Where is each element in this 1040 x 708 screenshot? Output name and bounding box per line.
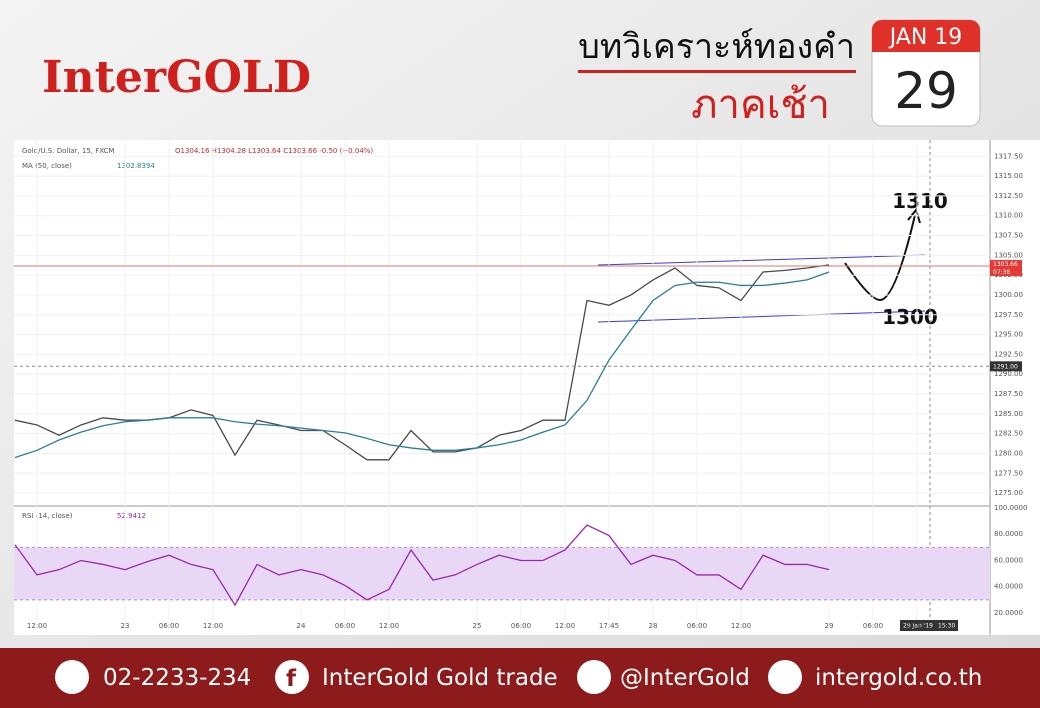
x-tick-label: 06:00 — [335, 622, 355, 630]
y-tick-label: 1315.00 — [994, 172, 1023, 180]
x-tick-label: 06:00 — [863, 622, 883, 630]
forecast-arrow — [844, 214, 916, 302]
x-tick-label: 23 — [121, 622, 130, 630]
facebook-icon[interactable] — [275, 660, 309, 694]
y-tick-label: 1307.50 — [994, 232, 1023, 240]
x-tick-label: 06:00 — [159, 622, 179, 630]
y-tick-label: 100.0000 — [994, 504, 1027, 512]
x-tick-label: 12:00 — [379, 622, 399, 630]
y-tick-label: 1300.00 — [994, 291, 1023, 299]
last-price-label: 1303.66 — [993, 261, 1018, 268]
y-tick-label: 1285.00 — [994, 410, 1023, 418]
x-tick-label: 17:45 — [599, 622, 619, 630]
y-tick-label: 1317.50 — [994, 152, 1023, 160]
calendar-top — [872, 20, 980, 52]
arrow-head — [907, 207, 921, 224]
y-tick-label: 1275.00 — [994, 489, 1023, 497]
y-tick-label: 20.0000 — [994, 609, 1023, 617]
crosshair-price-box — [990, 361, 1022, 372]
x-tick-label: 12:00 — [555, 622, 575, 630]
countdown: 07:36 — [993, 269, 1010, 276]
phone: 02-2233-234 — [103, 665, 251, 691]
website: intergold.co.th — [815, 665, 982, 691]
ohlc: O1304.16 H1304.28 L1303.64 C1303.66 -0.5… — [175, 147, 373, 155]
calendar-day: 29 — [894, 62, 958, 120]
footer-contacts: 02-2233-234 f InterGold Gold trade @Inte… — [55, 660, 982, 694]
x-tick-label: 24 — [297, 622, 306, 630]
ma-legend: MA (50, close) — [22, 162, 72, 170]
line-id: @InterGold — [620, 665, 750, 691]
crosshair-clock: 15:30 — [938, 623, 955, 630]
y-tick-label: 1297.50 — [994, 311, 1023, 319]
y-tick-label: 60.0000 — [994, 556, 1023, 564]
phone-icon[interactable] — [55, 660, 89, 694]
y-tick-label: 40.0000 — [994, 583, 1023, 591]
y-tick-label: 80.0000 — [994, 530, 1023, 538]
series-line — [14, 524, 830, 607]
y-tick-label: 1280.00 — [994, 449, 1023, 457]
y-tick-label: 1287.50 — [994, 390, 1023, 398]
x-tick-label: 12:00 — [731, 622, 751, 630]
x-tick-label: 25 — [473, 622, 482, 630]
line-icon[interactable] — [577, 660, 611, 694]
y-tick-label: 1295.00 — [994, 331, 1023, 339]
title-underline — [578, 70, 856, 73]
rsi-band — [14, 547, 990, 600]
series-line — [14, 271, 830, 459]
crosshair-price-label: 1291.00 — [993, 363, 1018, 370]
footer — [0, 648, 1040, 708]
calendar: JAN 19 29 — [871, 19, 981, 127]
last-price-box — [990, 259, 1022, 276]
x-tick-label: 06:00 — [511, 622, 531, 630]
x-tick-label: 06:00 — [687, 622, 707, 630]
symbol: Gold/U.S. Dollar, 15, FXCM — [22, 147, 114, 155]
x-tick-label: 12:00 — [27, 622, 47, 630]
x-tick-label: 12:00 — [203, 622, 223, 630]
ma-value: 1302.8394 — [117, 162, 155, 170]
rsi-legend: RSI (14, close) — [22, 512, 73, 520]
x-tick-label: 12:00 — [907, 622, 927, 630]
title: บทวิเคราะห์ทองคำ — [578, 27, 855, 67]
facebook-glyph: f — [286, 666, 297, 692]
web-icon[interactable] — [768, 660, 802, 694]
y-tick-label: 1292.50 — [994, 350, 1023, 358]
y-tick-label: 1290.00 — [994, 370, 1023, 378]
y-tick-label: 1282.50 — [994, 430, 1023, 438]
crosshair-time-box — [900, 620, 958, 631]
y-tick-label: 1310.00 — [994, 212, 1023, 220]
subtitle: ภาคเช้า — [691, 82, 830, 128]
rsi-value: 52.9412 — [117, 512, 146, 520]
facebook: InterGold Gold trade — [322, 665, 558, 691]
brand: InterGOLD — [42, 52, 311, 103]
calendar-month: JAN 19 — [888, 25, 963, 50]
annotation: 1310 — [892, 189, 948, 213]
crosshair-time: 29 Jan '19 — [903, 623, 933, 630]
annotation: 1300 — [882, 305, 938, 329]
y-tick-label: 1305.00 — [994, 251, 1023, 259]
x-tick-label: 28 — [649, 622, 658, 630]
y-tick-label: 1312.50 — [994, 192, 1023, 200]
x-tick-label: 29 — [825, 622, 834, 630]
y-tick-label: 1277.50 — [994, 469, 1023, 477]
